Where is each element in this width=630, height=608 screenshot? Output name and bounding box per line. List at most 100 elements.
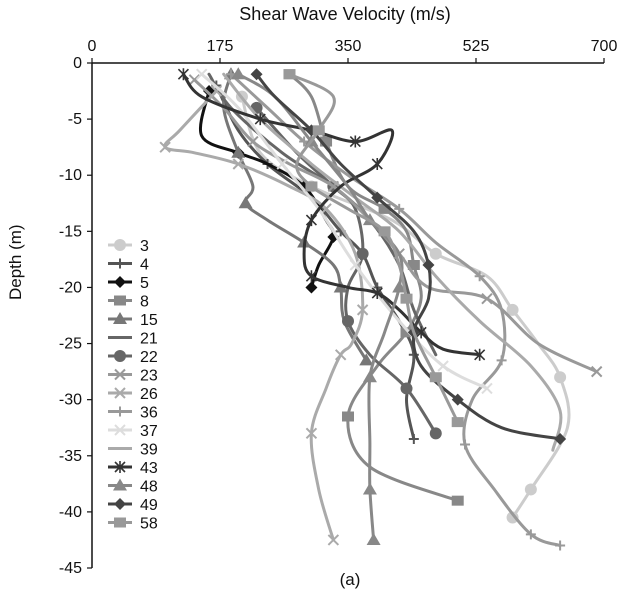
y-axis-label: Depth (m) [6, 224, 25, 300]
series-point-36 [460, 439, 471, 450]
legend-item-8: 8 [108, 294, 149, 311]
series-point-8 [407, 260, 420, 270]
legend-label: 22 [140, 349, 158, 366]
legend-label: 49 [140, 497, 158, 514]
series-26 [159, 85, 369, 546]
series-point-36 [525, 529, 536, 540]
series-point-43 [254, 113, 266, 126]
series-point-22 [356, 247, 369, 260]
series-point-23 [481, 292, 493, 305]
legend-label: 58 [140, 516, 158, 533]
series-58 [283, 69, 464, 428]
series-point-8 [320, 136, 333, 147]
legend-label: 48 [140, 479, 158, 496]
legend-item-39: 39 [108, 442, 158, 459]
legend-swatch-marker [114, 498, 126, 510]
series-39 [222, 72, 563, 452]
legend-swatch-marker [113, 312, 127, 324]
legend-item-3: 3 [108, 238, 149, 255]
series-point-37 [276, 158, 288, 170]
series-point-26 [159, 141, 171, 153]
y-tick-label: -20 [59, 279, 82, 296]
x-tick-label: 350 [335, 38, 362, 55]
series-point-37 [437, 360, 449, 372]
legend-label: 36 [140, 405, 158, 422]
series-point-58 [429, 372, 442, 383]
y-tick-label: -10 [59, 167, 82, 184]
series-point-36 [474, 271, 485, 282]
legend-swatch-marker [114, 350, 126, 362]
legend-swatch-marker [114, 387, 126, 399]
legend-label: 39 [140, 442, 158, 459]
series-point-36 [555, 540, 566, 551]
y-tick-label: -30 [59, 392, 82, 409]
x-tick-label: 0 [88, 38, 97, 55]
legend-item-4: 4 [108, 257, 149, 274]
series-point-43 [349, 135, 361, 148]
x-tick-label: 525 [463, 38, 490, 55]
series-point-8 [342, 411, 354, 422]
legend-item-22: 22 [108, 349, 158, 366]
legend-item-37: 37 [108, 423, 158, 440]
series-point-43 [177, 68, 189, 81]
series-point-26 [356, 304, 369, 316]
series-point-8 [400, 327, 413, 338]
series-point-26 [327, 534, 340, 546]
legend-swatch-marker [114, 276, 126, 288]
plot-area [159, 67, 603, 551]
series-point-22 [429, 427, 442, 440]
series-point-58 [312, 125, 325, 136]
chart-title: Shear Wave Velocity (m/s) [239, 4, 451, 24]
series-point-37 [481, 382, 493, 395]
legend-label: 4 [140, 257, 149, 274]
series-point-48 [362, 370, 377, 383]
series-point-37 [349, 259, 362, 271]
series-point-58 [451, 417, 464, 428]
x-tick-label: 700 [591, 38, 618, 55]
series-point-58 [378, 226, 391, 237]
series-point-48 [392, 280, 407, 293]
y-tick-label: -5 [68, 111, 82, 128]
y-tick-label: -25 [59, 336, 82, 353]
legend-swatch-marker [113, 478, 127, 491]
legend-swatch-marker [114, 368, 126, 381]
series-point-8 [451, 495, 464, 506]
legend-label: 21 [140, 331, 158, 348]
legend-label: 26 [140, 386, 158, 403]
series-point-43 [371, 287, 383, 300]
legend-item-21: 21 [108, 331, 158, 348]
legend-item-5: 5 [108, 275, 149, 292]
series-line-26 [163, 89, 365, 542]
legend-item-23: 23 [108, 368, 158, 385]
series-point-15 [231, 145, 246, 158]
series-point-58 [400, 293, 413, 304]
series-point-36 [394, 203, 405, 214]
series-line-22 [255, 106, 438, 435]
series-8 [283, 69, 464, 506]
legend-item-49: 49 [108, 497, 158, 514]
series-point-49 [554, 432, 567, 445]
legend-label: 3 [140, 238, 149, 255]
series-point-49 [250, 68, 263, 81]
legend-swatch-marker [114, 461, 126, 473]
y-tick-label: 0 [73, 55, 82, 72]
legend-label: 5 [140, 275, 149, 292]
y-tick-label: -45 [59, 560, 82, 577]
series-point-43 [415, 326, 427, 339]
legend-item-43: 43 [108, 460, 158, 477]
series-point-15 [238, 196, 253, 209]
series-point-3 [429, 247, 442, 260]
series-point-3 [506, 511, 519, 524]
legend-label: 15 [140, 312, 158, 329]
series-point-36 [496, 355, 507, 366]
legend-label: 8 [140, 294, 149, 311]
series-point-15 [359, 353, 374, 366]
series-point-22 [342, 315, 354, 328]
series-point-48 [231, 67, 246, 80]
series-point-3 [554, 371, 567, 384]
legend-swatch-marker [115, 406, 125, 417]
series-point-43 [474, 348, 486, 361]
series-point-23 [590, 365, 603, 378]
series-point-4 [408, 433, 419, 444]
